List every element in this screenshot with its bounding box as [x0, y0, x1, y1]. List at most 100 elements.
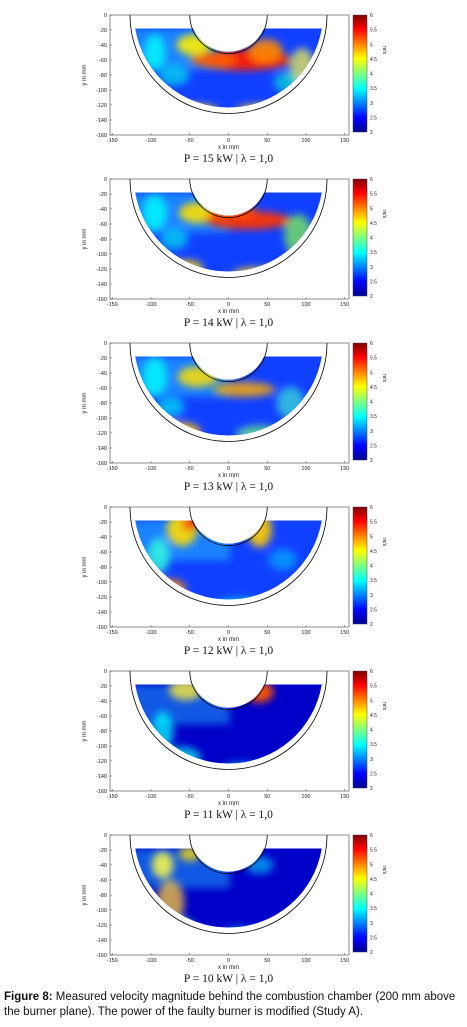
colorbar-unit: m/s: [381, 46, 387, 55]
velocity-field: [135, 684, 322, 764]
y-tick-label: -160: [96, 297, 107, 303]
chamber-wall-outline: [129, 178, 328, 278]
burner-outline: [189, 342, 268, 383]
y-tick-label: -100: [96, 252, 107, 258]
y-tick-label: -60: [99, 386, 107, 392]
colorbar-tick-label: 5.5: [370, 192, 377, 198]
y-tick-label: -140: [96, 610, 107, 616]
x-tick-label: -50: [186, 138, 194, 144]
x-axis-label: x in mm: [218, 309, 239, 315]
colorbar-tick-label: 3: [370, 429, 373, 435]
colorbar-unit: m/s: [381, 538, 387, 547]
y-tick-label: 0: [104, 177, 107, 183]
y-tick-label: -20: [99, 192, 107, 198]
colorbar-tick-label: 2: [370, 950, 373, 956]
y-tick-label: -60: [99, 222, 107, 228]
colorbar-tick-label: 6: [370, 13, 373, 19]
x-tick-label: -100: [145, 466, 156, 472]
colorbar: [352, 670, 368, 789]
caption-label: Figure 8:: [4, 991, 53, 1003]
y-tick-label: -40: [99, 863, 107, 869]
x-tick-label: 100: [301, 630, 310, 636]
y-tick-label: -60: [99, 58, 107, 64]
y-axis-label: y in mm: [82, 556, 88, 577]
burner-outline: [189, 178, 268, 219]
colorbar-tick-label: 4: [370, 72, 373, 78]
y-tick-label: -20: [99, 356, 107, 362]
colorbar-tick-label: 4: [370, 728, 373, 734]
y-tick-label: -80: [99, 893, 107, 899]
x-tick-label: 150: [340, 302, 349, 308]
x-tick-label: -100: [145, 302, 156, 308]
x-tick-label: 150: [340, 958, 349, 964]
colorbar: [352, 506, 368, 625]
x-tick-label: 150: [340, 466, 349, 472]
x-tick-label: 50: [264, 466, 270, 472]
colorbar: [352, 834, 368, 953]
colorbar-tick-label: 4.5: [370, 385, 377, 391]
x-tick-label: -150: [107, 630, 118, 636]
x-tick-label: 50: [264, 958, 270, 964]
colorbar-tick-label: 6: [370, 505, 373, 511]
burner-outline: [189, 834, 268, 875]
x-axis-label: x in mm: [218, 637, 239, 643]
x-tick-label: 150: [340, 138, 349, 144]
colorbar-tick-label: 5.5: [370, 28, 377, 34]
velocity-field: [135, 520, 322, 600]
colorbar-tick-label: 3: [370, 921, 373, 927]
chamber-wall-outline: [129, 506, 328, 606]
colorbar-tick-label: 5: [370, 206, 373, 212]
colorbar-tick-label: 4: [370, 236, 373, 242]
x-tick-label: 100: [301, 138, 310, 144]
colorbar-tick-label: 4.5: [370, 221, 377, 227]
x-tick-label: -50: [186, 794, 194, 800]
y-tick-label: -100: [96, 88, 107, 94]
burner-outline: [189, 670, 268, 711]
x-tick-label: -150: [107, 794, 118, 800]
y-tick-label: -40: [99, 43, 107, 49]
panel-title: P = 14 kW | λ = 1,0: [184, 317, 273, 329]
y-tick-label: -40: [99, 699, 107, 705]
caption-text: Measured velocity magnitude behind the c…: [4, 991, 456, 1018]
colorbar-unit: m/s: [381, 866, 387, 875]
panel-p12: -150 -100 -50 0 50 100 150 0 -20 -40 -60 -80 -100 -12…: [82, 505, 387, 657]
x-tick-label: -150: [107, 302, 118, 308]
y-tick-label: -20: [99, 848, 107, 854]
x-tick-label: 100: [301, 958, 310, 964]
colorbar-tick-label: 3: [370, 265, 373, 271]
y-tick-label: -160: [96, 625, 107, 631]
chamber-wall-outline: [129, 14, 328, 114]
y-tick-label: -100: [96, 908, 107, 914]
colorbar-tick-label: 2: [370, 622, 373, 628]
x-axis-label: x in mm: [218, 965, 239, 971]
y-tick-label: -120: [96, 759, 107, 765]
y-tick-label: 0: [104, 341, 107, 347]
colorbar-tick-label: 3.5: [370, 742, 377, 748]
x-tick-label: -50: [186, 302, 194, 308]
x-tick-label: -150: [107, 958, 118, 964]
y-tick-label: -60: [99, 714, 107, 720]
colorbar-tick-label: 5.5: [370, 848, 377, 854]
y-tick-label: -140: [96, 282, 107, 288]
x-tick-label: 0: [227, 630, 230, 636]
y-tick-label: -120: [96, 103, 107, 109]
y-axis-label: y in mm: [82, 392, 88, 413]
x-tick-label: -100: [145, 958, 156, 964]
y-tick-label: -160: [96, 953, 107, 959]
y-tick-label: -100: [96, 416, 107, 422]
panel-p14: -150 -100 -50 0 50 100 150 0 -20 -40 -60 -80 -100 -12…: [82, 177, 387, 329]
x-tick-label: -100: [145, 630, 156, 636]
y-tick-label: -120: [96, 595, 107, 601]
y-tick-label: -160: [96, 133, 107, 139]
y-tick-label: 0: [104, 669, 107, 675]
colorbar-tick-label: 5: [370, 534, 373, 540]
chamber-wall-outline: [129, 342, 328, 442]
x-axis-label: x in mm: [218, 801, 239, 807]
x-tick-label: -50: [186, 630, 194, 636]
y-tick-label: -40: [99, 207, 107, 213]
y-tick-label: -140: [96, 446, 107, 452]
x-tick-label: 0: [227, 466, 230, 472]
colorbar-unit: m/s: [381, 210, 387, 219]
colorbar-tick-label: 3.5: [370, 578, 377, 584]
